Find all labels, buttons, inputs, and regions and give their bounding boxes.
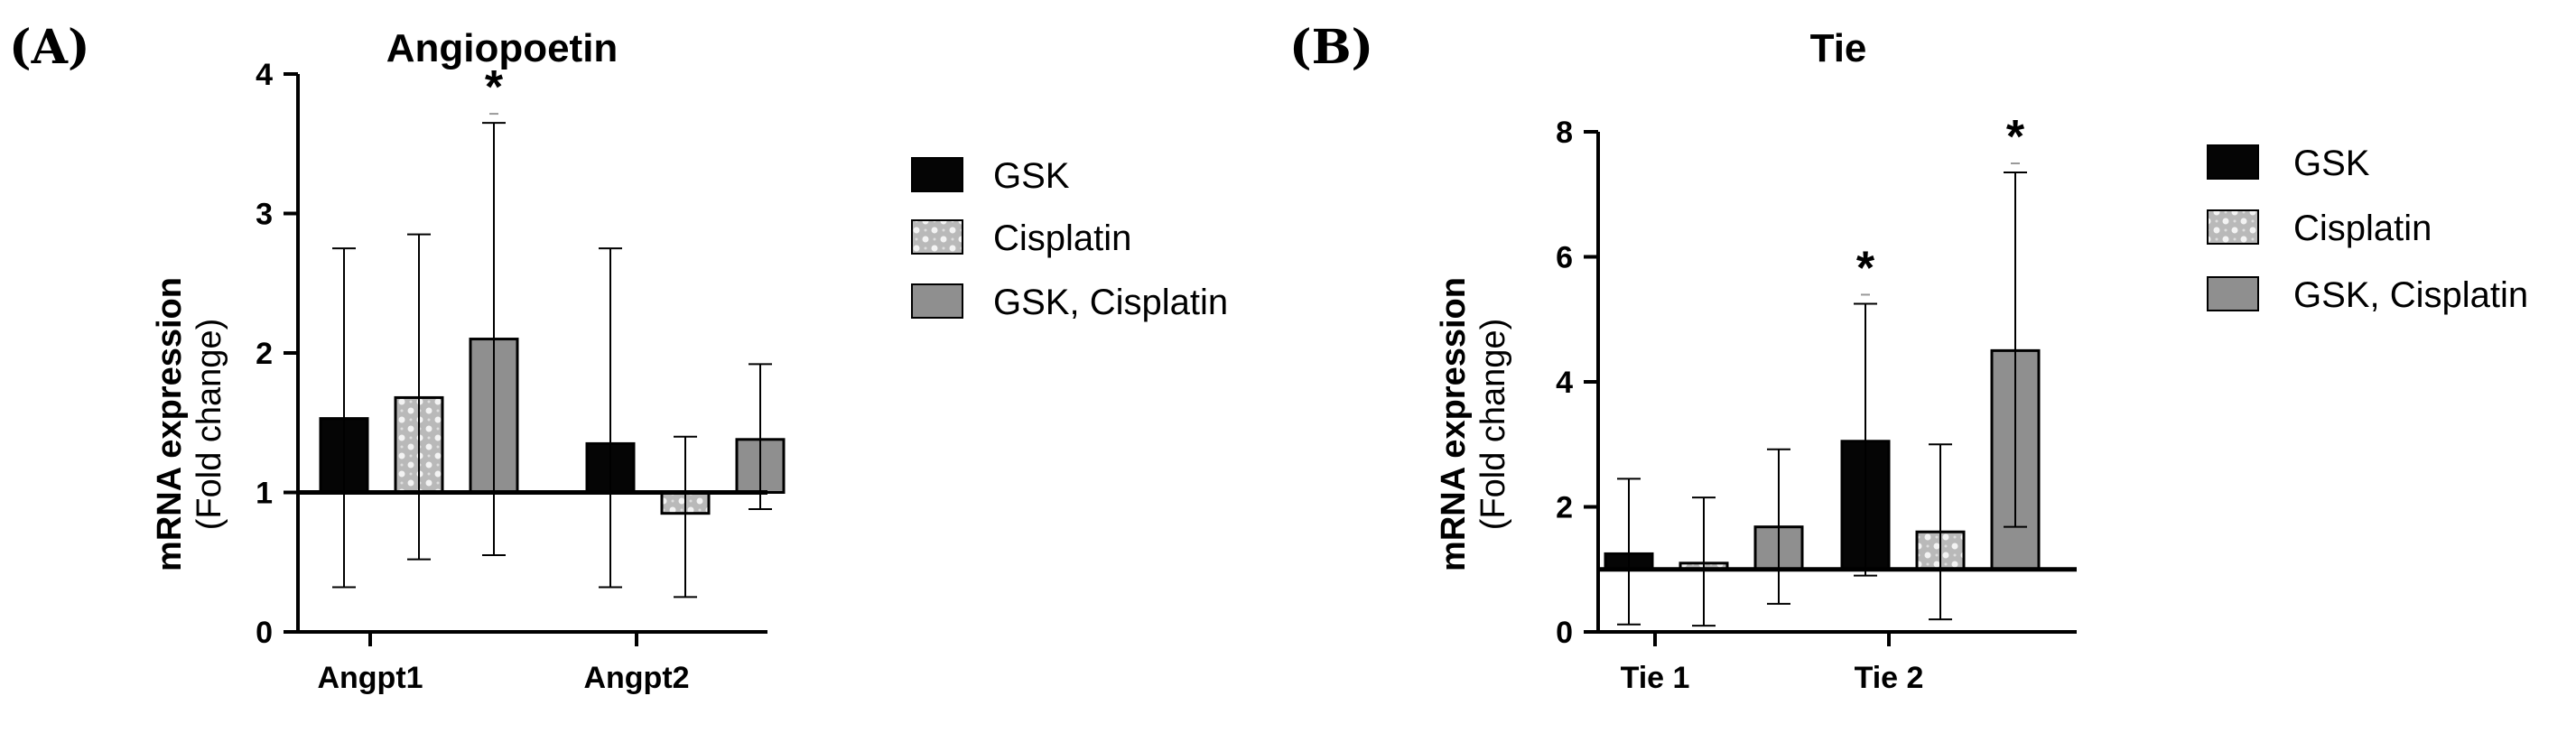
y-tick-label: 6 [1556,241,1573,275]
y-tick-label: 4 [1556,366,1573,400]
legend-label-gsk-cisplatin-a: GSK, Cisplatin [993,283,1228,322]
y-tick-label: 1 [256,477,273,511]
y-axis-sublabel-a: (Fold change) [191,319,228,530]
legend-swatch-cisplatin-b [2207,209,2259,245]
panel-label-b: (B) [1289,20,1373,75]
y-tick-label: 0 [1556,616,1573,650]
significance-star: * [1856,242,1875,294]
y-tick-label: 4 [256,58,273,92]
panel-label-a: (A) [9,20,90,75]
chart-title-b: Tie [1810,26,1867,70]
legend-a: GSK Cisplatin GSK, Cisplatin [911,156,1228,322]
y-axis-label-b: mRNA expression [1435,277,1473,571]
legend-b: GSK Cisplatin GSK, Cisplatin [2207,144,2528,315]
legend-swatch-gsk-a [911,157,963,192]
x-tick-label: Tie 2 [1855,661,1924,695]
significance-star: * [485,61,504,114]
legend-swatch-gsk-cisplatin-b [2207,276,2259,311]
legend-label-cisplatin-b: Cisplatin [2293,209,2432,248]
legend-swatch-gsk-b [2207,144,2259,180]
y-tick-label: 2 [1556,491,1573,525]
plot-area-a: 0 1 2 3 4 Angpt1 Angpt2 * [256,58,786,695]
significance-star: * [2006,111,2025,163]
chart-panel-b: (B) Tie mRNA expression (Fold change) 0 2… [1289,20,2528,695]
x-tick-label: Angpt2 [583,661,689,695]
y-axis-label-a: mRNA expression [151,277,189,571]
legend-swatch-gsk-cisplatin-a [911,283,963,319]
plot-area-b: 0 2 4 6 8 Tie 1 Tie 2 * * [1556,111,2077,695]
y-tick-label: 8 [1556,116,1573,150]
legend-label-gsk-a: GSK [993,156,1070,196]
legend-label-gsk-b: GSK [2293,144,2370,183]
x-tick-label: Angpt1 [317,661,423,695]
x-tick-label: Tie 1 [1621,661,1690,695]
legend-swatch-cisplatin-a [911,219,963,255]
y-tick-label: 3 [256,198,273,232]
legend-label-gsk-cisplatin-b: GSK, Cisplatin [2293,275,2528,315]
chart-title-a: Angiopoetin [386,26,618,70]
y-tick-label: 0 [256,616,273,650]
legend-label-cisplatin-a: Cisplatin [993,218,1131,258]
y-tick-label: 2 [256,337,273,371]
y-axis-sublabel-b: (Fold change) [1474,319,1512,530]
chart-panel-a: (A) Angiopoetin mRNA expression (Fold ch… [9,20,1228,695]
